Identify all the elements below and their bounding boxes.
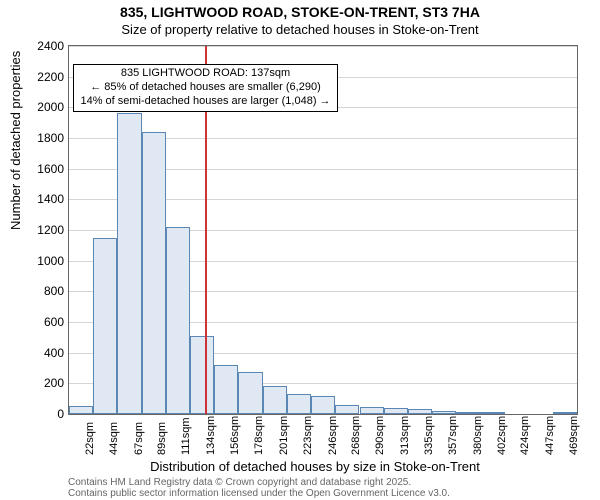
histogram-bar: [190, 336, 214, 414]
x-tick-label: 178sqm: [253, 416, 265, 455]
x-tick-label: 201sqm: [278, 416, 290, 455]
y-tick-label: 400: [24, 346, 64, 360]
x-tick-label: 313sqm: [399, 416, 411, 455]
y-tick-label: 2200: [24, 70, 64, 84]
histogram-bar: [166, 227, 190, 414]
y-tick-label: 2000: [24, 100, 64, 114]
histogram-bar: [553, 412, 577, 414]
histogram-bar: [142, 132, 166, 414]
histogram-bar: [238, 372, 262, 414]
histogram-bar: [481, 412, 505, 414]
histogram-bar: [456, 412, 480, 414]
annotation-line: ← 85% of detached houses are smaller (6,…: [80, 81, 330, 95]
y-axis-label: Number of detached properties: [8, 51, 23, 230]
x-tick-label: 67sqm: [133, 422, 145, 455]
x-tick-label: 246sqm: [327, 416, 339, 455]
y-tick-label: 2400: [24, 39, 64, 53]
x-tick-label: 447sqm: [544, 416, 556, 455]
histogram-bar: [214, 365, 238, 414]
chart-title-sub: Size of property relative to detached ho…: [0, 22, 600, 37]
x-tick-label: 223sqm: [302, 416, 314, 455]
x-tick-label: 357sqm: [447, 416, 459, 455]
x-tick-label: 402sqm: [496, 416, 508, 455]
histogram-bar: [263, 386, 287, 414]
histogram-bar: [384, 408, 408, 414]
gridline-h: [69, 46, 577, 47]
histogram-bar: [360, 407, 384, 414]
histogram-bar: [432, 411, 456, 414]
histogram-bar: [335, 405, 359, 414]
histogram-bar: [117, 113, 141, 414]
x-tick-label: 424sqm: [519, 416, 531, 455]
y-tick-label: 0: [24, 407, 64, 421]
x-tick-label: 44sqm: [108, 422, 120, 455]
footer-line-2: Contains public sector information licen…: [68, 488, 450, 499]
x-axis-label: Distribution of detached houses by size …: [0, 459, 600, 474]
y-tick-label: 600: [24, 315, 64, 329]
y-tick-label: 800: [24, 284, 64, 298]
annotation-line: 835 LIGHTWOOD ROAD: 137sqm: [80, 67, 330, 81]
y-tick-label: 1000: [24, 254, 64, 268]
histogram-bar: [311, 396, 335, 414]
x-tick-label: 156sqm: [229, 416, 241, 455]
footer-line-1: Contains HM Land Registry data © Crown c…: [68, 477, 411, 488]
x-tick-label: 134sqm: [205, 416, 217, 455]
x-tick-label: 111sqm: [180, 417, 192, 455]
histogram-bar: [408, 409, 432, 414]
chart-plot-area: 835 LIGHTWOOD ROAD: 137sqm← 85% of detac…: [68, 45, 578, 415]
x-tick-label: 22sqm: [84, 422, 96, 455]
annotation-line: 14% of semi-detached houses are larger (…: [80, 95, 330, 109]
x-tick-label: 335sqm: [423, 416, 435, 455]
y-tick-label: 1400: [24, 192, 64, 206]
y-tick-label: 1600: [24, 162, 64, 176]
y-tick-label: 200: [24, 376, 64, 390]
histogram-bar: [93, 238, 117, 414]
y-tick-label: 1800: [24, 131, 64, 145]
x-tick-label: 268sqm: [350, 416, 362, 455]
histogram-bar: [69, 406, 93, 414]
x-tick-label: 89sqm: [156, 422, 168, 455]
x-tick-label: 469sqm: [568, 416, 580, 455]
x-tick-label: 290sqm: [374, 416, 386, 455]
y-tick-label: 1200: [24, 223, 64, 237]
histogram-bar: [287, 394, 311, 414]
x-tick-label: 380sqm: [472, 416, 484, 455]
chart-title-main: 835, LIGHTWOOD ROAD, STOKE-ON-TRENT, ST3…: [0, 4, 600, 20]
annotation-box: 835 LIGHTWOOD ROAD: 137sqm← 85% of detac…: [73, 64, 337, 111]
